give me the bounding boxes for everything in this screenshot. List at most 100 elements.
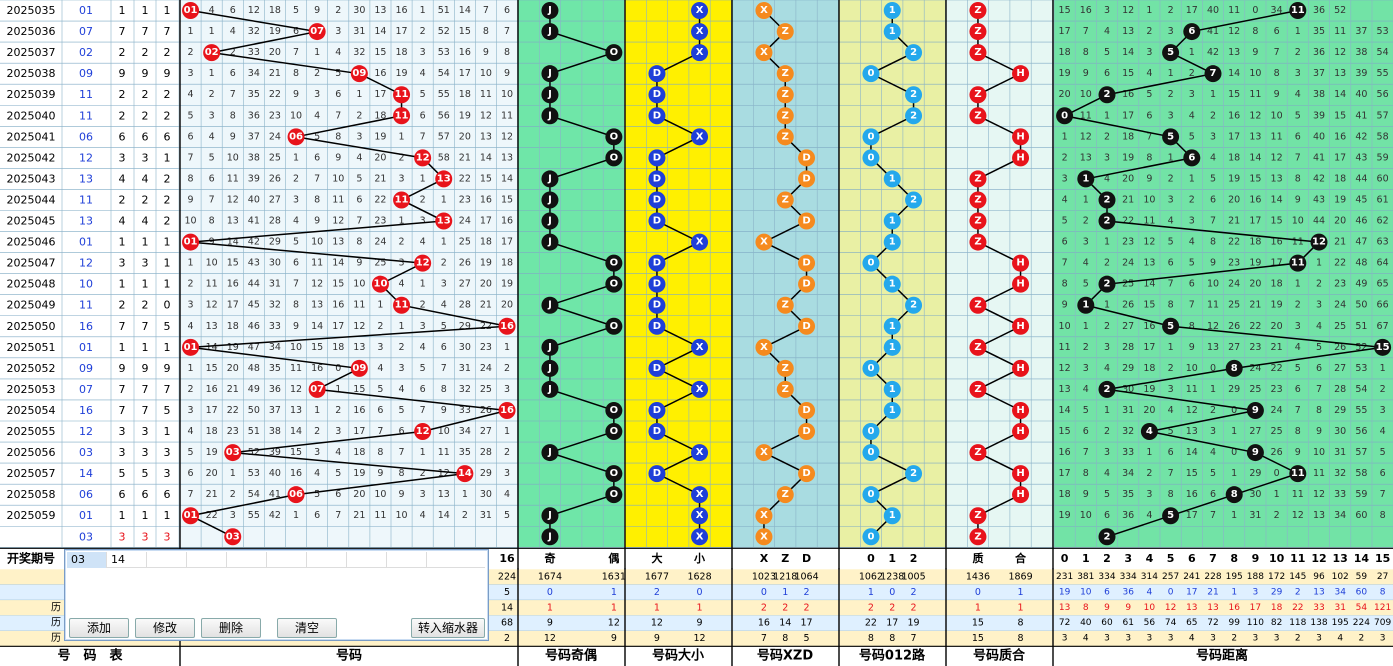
omission-count: 21	[227, 384, 239, 395]
send-to-filter-button[interactable]: 转入缩水器	[411, 618, 485, 638]
number-ball-label: 10	[373, 279, 387, 290]
distance-omission: 9	[1083, 489, 1089, 500]
route012-ball-label: 1	[889, 173, 896, 184]
distance-omission: 3	[1210, 426, 1216, 437]
digit-b: 7	[142, 25, 149, 38]
route012-ball	[905, 296, 923, 314]
stat-value: 1064	[794, 572, 818, 583]
distance-omission: 41	[1355, 110, 1367, 121]
clear-button[interactable]: 清空	[277, 618, 337, 638]
issue-number: 2025045	[7, 215, 56, 228]
xzd-ball-label: D	[802, 426, 810, 437]
odd-even-ball-label: J	[547, 384, 552, 395]
stat-value: 2	[1295, 634, 1301, 644]
stat-value: 334	[1098, 572, 1115, 582]
distance-omission: 5	[1189, 258, 1195, 269]
stat-value: 2	[1359, 634, 1365, 644]
distance-omission: 12	[1334, 47, 1346, 58]
stat-value: 0	[1168, 587, 1174, 597]
omission-count: 28	[480, 447, 492, 458]
stat-value: 16	[1228, 603, 1240, 613]
big-small-ball-label: D	[653, 363, 661, 374]
distance-omission: 44	[1313, 216, 1325, 227]
entry-cell[interactable]	[187, 552, 227, 568]
entry-cell[interactable]	[267, 552, 307, 568]
stat-value: 29	[1271, 587, 1283, 597]
issue-number: 2025050	[7, 320, 56, 333]
entry-cell[interactable]	[307, 552, 347, 568]
prime-composite-ball-label: Z	[974, 47, 981, 58]
omission-count: 45	[248, 300, 260, 311]
distance-omission: 10	[1186, 363, 1198, 374]
distance-omission: 3	[1168, 110, 1174, 121]
stat-value: 1674	[538, 572, 562, 583]
distance-omission: 24	[1122, 258, 1134, 269]
route012-ball-label: 0	[867, 363, 874, 374]
entry-cell[interactable]	[347, 552, 387, 568]
stat-value: 18	[1271, 603, 1283, 613]
omission-count: 13	[332, 237, 344, 248]
xzd-ball-label: X	[760, 342, 768, 353]
digit-a: 1	[119, 236, 126, 249]
distance-omission: 26	[1228, 321, 1240, 332]
entry-cell[interactable]	[387, 552, 427, 568]
distance-omission: 29	[1249, 468, 1261, 479]
stat-value: 2	[804, 602, 810, 613]
distance-omission: 20	[1228, 194, 1240, 205]
distance-omission: 4	[1295, 89, 1301, 100]
stat-value: 1023	[752, 572, 776, 583]
digit-b: 3	[142, 151, 149, 164]
omission-count: 8	[209, 216, 215, 227]
edit-button[interactable]: 修改	[135, 618, 195, 638]
header-col: 11	[1290, 552, 1305, 565]
omission-count: 3	[188, 300, 194, 311]
prime-composite-ball-label: Z	[974, 194, 981, 205]
distance-omission: 6	[1146, 110, 1152, 121]
distance-ball	[1077, 170, 1095, 188]
issue-number: 2025040	[7, 109, 56, 122]
distance-omission: 3	[1168, 384, 1174, 395]
distance-omission: 23	[1249, 342, 1261, 353]
omission-count: 5	[293, 237, 299, 248]
entry-cell[interactable]	[227, 552, 267, 568]
number-ball-label: 11	[395, 110, 409, 121]
distance-omission: 59	[1377, 152, 1389, 163]
stat-value: 10	[1144, 603, 1156, 613]
prime-composite-ball	[1012, 254, 1030, 272]
distance-omission: 5	[1295, 363, 1301, 374]
omission-count: 11	[480, 89, 492, 100]
digit-b: 6	[142, 130, 149, 143]
stat-value: 8	[1380, 587, 1386, 597]
big-small-ball	[648, 170, 666, 188]
add-button[interactable]: 添加	[69, 618, 129, 638]
distance-omission: 23	[1334, 279, 1346, 290]
omission-count: 5	[188, 110, 194, 121]
stat-value: 0	[697, 587, 703, 598]
big-small-ball-label: D	[653, 68, 661, 79]
entry-cell[interactable]: 14	[107, 552, 147, 568]
stat-value: 3	[1147, 634, 1153, 644]
distance-omission: 15	[1059, 426, 1071, 437]
number-ball-label: 01	[184, 237, 198, 248]
distance-omission: 2	[1104, 258, 1110, 269]
odd-even-ball-label: J	[547, 194, 552, 205]
big-small-ball	[691, 444, 709, 462]
distance-omission: 34	[1334, 510, 1346, 521]
entry-cell[interactable]: 03	[67, 552, 107, 568]
omission-count: 15	[374, 47, 386, 58]
distance-omission: 8	[1083, 468, 1089, 479]
distance-omission: 22	[1249, 321, 1261, 332]
prime-composite-ball-label: Z	[974, 384, 981, 395]
distance-omission: 8	[1295, 426, 1301, 437]
header-col: 合	[1015, 551, 1027, 565]
omission-count: 52	[248, 447, 260, 458]
number-ball	[498, 401, 516, 419]
stat-value: 13	[1059, 603, 1070, 613]
distance-ball-label: 6	[1188, 26, 1195, 37]
delete-button[interactable]: 删除	[201, 618, 261, 638]
entry-cell[interactable]	[147, 552, 187, 568]
digit-b: 2	[142, 193, 149, 206]
digit-c: 1	[164, 4, 171, 17]
distance-omission: 42	[1313, 173, 1325, 184]
omission-count: 9	[314, 5, 320, 16]
